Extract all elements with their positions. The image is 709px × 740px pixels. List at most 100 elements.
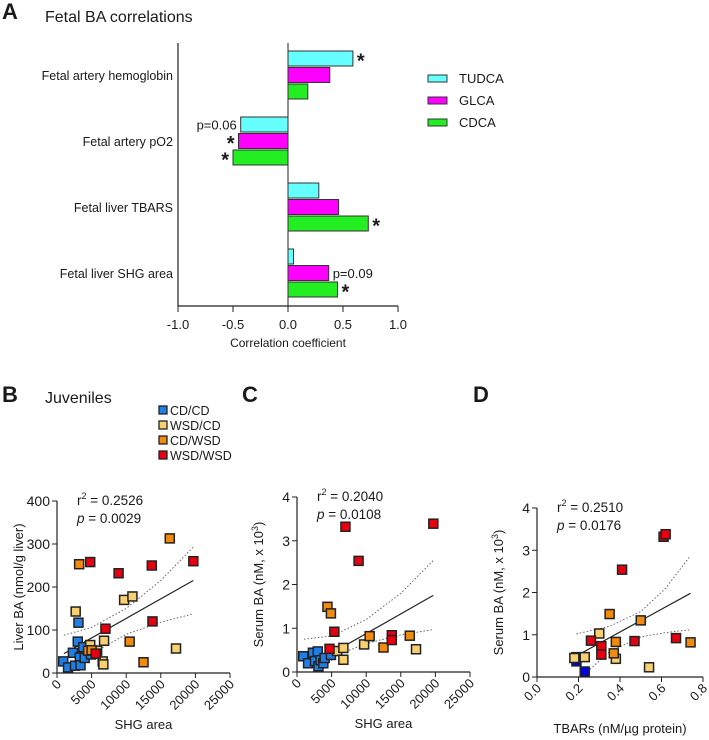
data-point-wsd-wsd — [596, 640, 607, 652]
r-squared-text: r2 = 0.2526 — [77, 491, 143, 508]
legend-label: WSD/CD — [170, 419, 221, 433]
y-axis-label: Serum BA (nM, x 103) — [250, 522, 266, 648]
bar-glca — [287, 67, 331, 83]
bar-cdca — [232, 149, 289, 166]
data-point-wsd-wsd — [353, 555, 364, 567]
panel-a-title: Fetal BA correlations — [45, 9, 193, 26]
x-axis-label: TBARs (nM/µg protein) — [553, 721, 686, 736]
y-axis-label-text: Liver BA (nmol/g liver) — [11, 523, 26, 650]
significance-asterisk: * — [357, 51, 365, 73]
r-squared-value: = 0.2040 — [327, 489, 384, 504]
p-value: = 0.0176 — [565, 518, 622, 533]
data-point-wsd-wsd — [90, 648, 102, 659]
x-tick-label: 5000 — [308, 676, 339, 707]
r-label: r — [557, 500, 562, 515]
bar-tudca — [287, 182, 320, 199]
x-tick-label: 1.0 — [389, 317, 407, 332]
significance-asterisk: * — [221, 150, 229, 172]
category-label: Fetal artery pO2 — [83, 135, 173, 149]
y-tick-label: 1 — [282, 620, 290, 636]
data-point-cd-wsd — [124, 636, 135, 647]
p-value-annotation: p=0.09 — [333, 266, 373, 281]
x-tick-label: 0.6 — [645, 681, 668, 704]
x-tick-label: 0 — [288, 676, 304, 692]
legend-label: CDCA — [459, 115, 496, 130]
data-point-wsd-cd — [98, 635, 110, 646]
x-axis-label: SHG area — [355, 716, 414, 731]
y-tick-label: 3 — [282, 533, 290, 549]
data-point-wsd-wsd — [84, 556, 96, 568]
x-tick-label: 10000 — [97, 677, 133, 713]
data-point-cd-wsd — [325, 608, 337, 619]
legend-swatch — [158, 435, 168, 445]
bar-cdca — [287, 83, 309, 100]
bar-cdca — [287, 215, 369, 232]
data-point-wsd-wsd — [428, 518, 439, 529]
r-squared-text: r2 = 0.2510 — [557, 498, 623, 515]
data-point-wsd-wsd — [188, 555, 199, 567]
p-value-text: p = 0.0108 — [316, 507, 381, 522]
x-tick-label: 20000 — [166, 677, 202, 713]
data-point-wsd-wsd — [616, 564, 628, 575]
significance-asterisk: * — [227, 133, 235, 155]
r-superscript: 2 — [322, 487, 327, 497]
confidence-band-upper — [303, 560, 434, 640]
x-axis-label: Correlation coefficient — [230, 336, 347, 350]
data-point-wsd-cd — [338, 654, 349, 665]
data-point-cd-cd — [73, 617, 84, 628]
data-point-wsd-wsd — [585, 635, 597, 646]
bar-tudca — [287, 248, 294, 265]
r-superscript: 2 — [82, 491, 87, 501]
x-tick-label: 25000 — [441, 676, 477, 712]
x-tick-label: -0.5 — [222, 317, 244, 332]
y-tick-label: 0 — [522, 669, 530, 685]
x-tick-label: 15000 — [132, 677, 168, 713]
data-point-cd-wsd — [610, 636, 622, 648]
data-point-wsd-cd — [569, 652, 580, 664]
data-point-wsd-wsd — [147, 616, 158, 627]
data-point-wsd-cd — [170, 643, 182, 654]
y-axis-label-text: Serum BA (nM, x 10 — [251, 531, 266, 647]
y-tick-label: 300 — [27, 536, 51, 552]
data-point-cd-wsd — [138, 657, 149, 668]
data-point-wsd-wsd — [146, 560, 158, 571]
data-point-cd-wsd — [685, 637, 696, 648]
x-tick-label: 0.4 — [604, 681, 627, 704]
data-point-cd-wsd — [378, 642, 389, 653]
data-point-cd-wsd — [608, 648, 620, 659]
r-squared-value: = 0.2526 — [87, 493, 144, 508]
bar-tudca — [287, 50, 354, 67]
data-point-wsd-wsd — [670, 632, 682, 644]
p-label: p — [76, 511, 85, 526]
data-point-wsd-wsd — [100, 623, 111, 634]
data-point-wsd-cd — [98, 659, 109, 670]
y-axis-label-text: Serum BA (nM, x 10 — [491, 539, 506, 655]
data-point-wsd-cd — [643, 662, 655, 673]
x-tick-label: 15000 — [372, 676, 408, 712]
y-axis-label: Serum BA (nM, x 103) — [490, 530, 506, 656]
data-point-cd-cd — [579, 666, 590, 677]
legend-swatch-glca — [427, 96, 448, 105]
y-axis-label-end: ) — [491, 530, 506, 534]
p-label: p — [316, 507, 325, 522]
p-label: p — [556, 518, 565, 533]
p-value-text: p = 0.0176 — [556, 518, 621, 533]
legend-swatch-tudca — [427, 74, 448, 83]
y-tick-label: 4 — [282, 489, 290, 505]
category-label: Fetal artery hemoglobin — [42, 69, 173, 83]
y-tick-label: 0 — [42, 665, 50, 681]
data-point-wsd-wsd — [324, 643, 335, 655]
data-point-wsd-wsd — [329, 626, 340, 637]
y-axis-label-superscript: 3 — [490, 534, 500, 539]
y-tick-label: 2 — [282, 577, 290, 593]
data-point-wsd-cd — [410, 644, 422, 655]
y-tick-label: 100 — [27, 622, 51, 638]
y-tick-label: 1 — [522, 627, 530, 643]
data-point-cd-wsd — [404, 630, 416, 641]
x-tick-label: 25000 — [201, 677, 237, 713]
panel-letter-a: A — [2, 0, 18, 24]
legend-swatch — [158, 405, 168, 415]
